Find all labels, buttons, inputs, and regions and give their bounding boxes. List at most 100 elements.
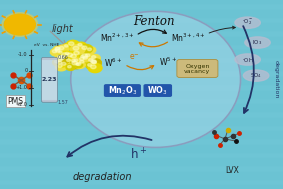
Circle shape xyxy=(64,51,73,58)
Circle shape xyxy=(55,57,67,65)
Circle shape xyxy=(53,46,64,53)
Circle shape xyxy=(55,54,67,62)
Circle shape xyxy=(65,51,78,60)
Circle shape xyxy=(69,42,74,45)
Circle shape xyxy=(78,43,82,46)
Circle shape xyxy=(86,47,96,53)
Ellipse shape xyxy=(235,54,260,65)
Circle shape xyxy=(58,56,64,60)
Circle shape xyxy=(91,65,96,69)
Circle shape xyxy=(57,58,62,61)
Circle shape xyxy=(55,60,67,67)
Text: +2.0: +2.0 xyxy=(16,102,28,107)
Text: 1.57: 1.57 xyxy=(57,100,68,105)
Circle shape xyxy=(73,58,82,64)
Circle shape xyxy=(73,46,79,50)
Circle shape xyxy=(53,48,65,55)
FancyArrowPatch shape xyxy=(138,29,166,34)
Circle shape xyxy=(85,54,90,57)
Circle shape xyxy=(92,60,97,63)
Circle shape xyxy=(83,56,87,59)
Circle shape xyxy=(50,48,62,56)
Circle shape xyxy=(57,64,62,67)
FancyBboxPatch shape xyxy=(104,84,141,97)
Text: Mn$^{3+,4+}$: Mn$^{3+,4+}$ xyxy=(171,32,205,44)
FancyArrowPatch shape xyxy=(127,66,154,70)
Circle shape xyxy=(87,48,91,51)
Text: 0.66: 0.66 xyxy=(57,55,68,60)
Text: vacancy: vacancy xyxy=(184,69,211,74)
Circle shape xyxy=(76,63,79,65)
Text: SO$_4$: SO$_4$ xyxy=(250,71,262,80)
Circle shape xyxy=(59,51,74,61)
Text: Oxygen: Oxygen xyxy=(185,64,210,69)
Circle shape xyxy=(56,47,60,50)
Circle shape xyxy=(82,46,87,50)
Circle shape xyxy=(57,61,62,64)
Circle shape xyxy=(66,40,80,49)
Text: +1.0: +1.0 xyxy=(16,85,28,90)
Circle shape xyxy=(57,45,69,53)
Circle shape xyxy=(90,60,96,63)
Circle shape xyxy=(54,46,65,53)
Ellipse shape xyxy=(235,17,260,28)
FancyBboxPatch shape xyxy=(42,57,57,102)
Circle shape xyxy=(77,63,81,65)
Circle shape xyxy=(53,59,64,66)
FancyArrowPatch shape xyxy=(243,26,254,113)
Circle shape xyxy=(59,55,65,59)
Circle shape xyxy=(75,61,85,68)
Circle shape xyxy=(62,62,66,65)
Text: eV  vs. NHE: eV vs. NHE xyxy=(34,43,59,47)
Text: e$^{-}$: e$^{-}$ xyxy=(129,53,140,62)
Ellipse shape xyxy=(243,70,269,81)
Circle shape xyxy=(57,54,70,62)
Circle shape xyxy=(92,61,97,64)
Circle shape xyxy=(80,57,84,60)
Circle shape xyxy=(60,61,70,68)
Circle shape xyxy=(59,46,64,50)
Circle shape xyxy=(70,58,80,65)
Circle shape xyxy=(89,59,93,61)
Circle shape xyxy=(90,59,101,67)
Text: WO$_3$: WO$_3$ xyxy=(147,84,168,97)
Circle shape xyxy=(52,50,57,53)
Text: W$^{6+}$: W$^{6+}$ xyxy=(104,56,122,69)
Circle shape xyxy=(62,53,67,57)
Text: LVX: LVX xyxy=(225,166,239,175)
Circle shape xyxy=(87,57,97,64)
Circle shape xyxy=(68,65,71,68)
Circle shape xyxy=(55,55,70,64)
Circle shape xyxy=(63,43,72,50)
Circle shape xyxy=(55,60,59,63)
Circle shape xyxy=(86,62,96,69)
Circle shape xyxy=(70,54,76,58)
FancyArrowPatch shape xyxy=(139,42,168,47)
Circle shape xyxy=(67,53,73,57)
Circle shape xyxy=(80,44,93,53)
Circle shape xyxy=(72,61,77,65)
Circle shape xyxy=(67,59,70,61)
Circle shape xyxy=(79,52,94,62)
Text: Mn$_2$O$_3$: Mn$_2$O$_3$ xyxy=(108,84,137,97)
Circle shape xyxy=(76,42,86,49)
Circle shape xyxy=(80,60,84,63)
Circle shape xyxy=(74,62,83,68)
Text: Mn$^{2+,3+}$: Mn$^{2+,3+}$ xyxy=(100,32,135,44)
Circle shape xyxy=(4,14,35,35)
Text: 0: 0 xyxy=(25,68,28,73)
Circle shape xyxy=(57,55,62,59)
Text: PMS: PMS xyxy=(8,97,23,106)
Text: Fenton: Fenton xyxy=(133,15,175,28)
Circle shape xyxy=(88,58,101,67)
Circle shape xyxy=(55,49,60,52)
Circle shape xyxy=(92,56,96,58)
Circle shape xyxy=(66,64,75,70)
Circle shape xyxy=(82,54,87,58)
FancyBboxPatch shape xyxy=(177,60,218,77)
Circle shape xyxy=(90,54,100,61)
Text: IO$_3$: IO$_3$ xyxy=(252,38,263,47)
Ellipse shape xyxy=(245,37,270,48)
Text: light: light xyxy=(52,24,73,34)
Circle shape xyxy=(57,50,66,56)
